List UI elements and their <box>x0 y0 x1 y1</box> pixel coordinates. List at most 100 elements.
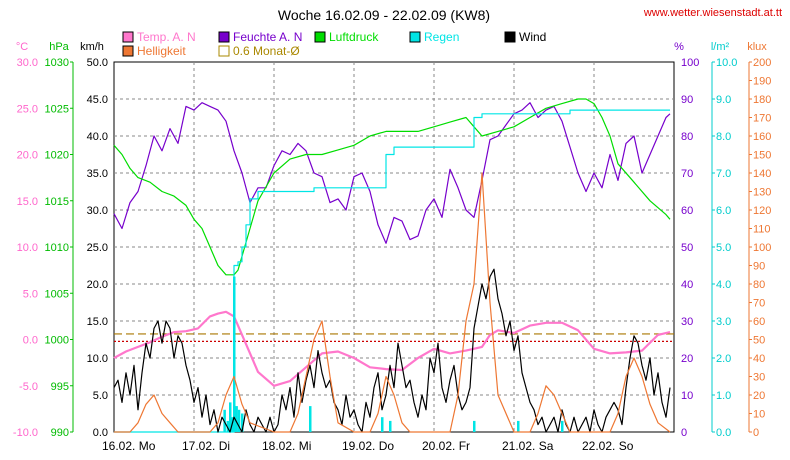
tick-label-wind: 35.0 <box>87 168 108 180</box>
tick-label-light: 160 <box>753 131 771 143</box>
tick-label-light: 180 <box>753 94 771 106</box>
tick-label-wind: 30.0 <box>87 205 108 217</box>
tick-label-wind: 50.0 <box>87 57 108 69</box>
tick-label-rain: 5.0 <box>716 242 731 254</box>
tick-label-light: 30 <box>753 372 765 384</box>
tick-label-light: 60 <box>753 316 765 328</box>
axis-unit-wind: km/h <box>80 41 104 53</box>
tick-label-light: 10 <box>753 409 765 421</box>
tick-label-rain: 7.0 <box>716 168 731 180</box>
x-tick-label: 22.02. So <box>582 439 634 453</box>
chart-title: Woche 16.02.09 - 22.02.09 (KW8) <box>278 7 490 23</box>
legend-swatch <box>218 31 230 43</box>
x-tick-label: 21.02. Sa <box>502 439 554 453</box>
legend-label: 0.6 Monat-Ø <box>233 44 300 58</box>
legend: Temp. A. N Feuchte A. N Luftdruck Regen Wind… <box>122 30 546 58</box>
legend-swatch <box>122 31 134 43</box>
tick-label-press: 990 <box>51 427 69 439</box>
tick-label-light: 50 <box>753 335 765 347</box>
tick-label-rain: 9.0 <box>716 94 731 106</box>
tick-label-wind: 25.0 <box>87 242 108 254</box>
legend-label: Temp. A. N <box>137 30 196 44</box>
tick-label-press: 1010 <box>45 242 69 254</box>
tick-label-temp: 25.0 <box>17 103 38 115</box>
tick-label-rain: 4.0 <box>716 279 731 291</box>
tick-label-light: 80 <box>753 279 765 291</box>
axis-unit-light: klux <box>747 41 767 53</box>
x-tick-label: 18.02. Mi <box>262 439 311 453</box>
tick-label-light: 130 <box>753 187 771 199</box>
tick-label-hum: 80 <box>681 131 693 143</box>
tick-label-hum: 20 <box>681 353 693 365</box>
series-line <box>113 268 671 433</box>
axis-unit-press: hPa <box>49 41 69 53</box>
tick-label-light: 90 <box>753 261 765 273</box>
legend-swatch <box>409 31 421 43</box>
legend-swatch <box>504 31 516 43</box>
axis-units: °C hPa km/h% l/m² klux <box>16 41 767 53</box>
tick-label-light: 190 <box>753 76 771 88</box>
tick-label-rain: 2.0 <box>716 353 731 365</box>
tick-label-rain: 3.0 <box>716 316 731 328</box>
rain-bar <box>473 420 476 432</box>
series-line <box>113 310 671 387</box>
tick-label-temp: 20.0 <box>17 150 38 162</box>
tick-label-press: 995 <box>51 381 69 393</box>
tick-label-temp: -5.0 <box>19 381 38 393</box>
tick-label-light: 150 <box>753 150 771 162</box>
tick-label-wind: 15.0 <box>87 316 108 328</box>
tick-label-rain: 6.0 <box>716 205 731 217</box>
tick-label-light: 170 <box>753 113 771 125</box>
tick-label-light: 120 <box>753 205 771 217</box>
rain-bar <box>233 276 236 432</box>
axis-unit-rain: l/m² <box>711 41 730 53</box>
legend-label: Feuchte A. N <box>233 30 302 44</box>
series-line <box>113 102 671 244</box>
tick-label-rain: 1.0 <box>716 390 731 402</box>
tick-label-hum: 70 <box>681 168 693 180</box>
tick-label-rain: 10.0 <box>716 57 737 69</box>
source-url: www.wetter.wiesenstadt.at.tt <box>643 7 782 19</box>
rain-bar <box>231 417 234 432</box>
tick-label-wind: 40.0 <box>87 131 108 143</box>
tick-label-hum: 100 <box>681 57 699 69</box>
tick-label-press: 1000 <box>45 335 69 347</box>
axis-unit-hum: % <box>674 41 684 53</box>
rain-bar <box>229 402 232 432</box>
legend-swatch <box>122 45 134 57</box>
tick-label-hum: 10 <box>681 390 693 402</box>
legend-swatch <box>314 31 326 43</box>
legend-label: Wind <box>519 30 546 44</box>
tick-label-press: 1030 <box>45 57 69 69</box>
tick-label-light: 40 <box>753 353 765 365</box>
tick-label-light: 100 <box>753 242 771 254</box>
axes: 30.025.020.015.010.05.00.0-5.0-10.010301… <box>13 57 771 439</box>
tick-label-light: 200 <box>753 57 771 69</box>
tick-label-wind: 20.0 <box>87 279 108 291</box>
rain-bar <box>381 417 384 432</box>
rain-bar <box>235 406 238 432</box>
legend-label: Regen <box>424 30 459 44</box>
rain-bar <box>226 420 230 432</box>
x-tick-label: 19.02. Do <box>342 439 394 453</box>
tick-label-wind: 10.0 <box>87 353 108 365</box>
axis-unit-temp: °C <box>16 41 28 53</box>
tick-label-hum: 40 <box>681 279 693 291</box>
tick-label-temp: 5.0 <box>23 288 38 300</box>
tick-label-press: 1020 <box>45 150 69 162</box>
legend-swatch <box>218 45 230 57</box>
rain-bar <box>561 420 564 432</box>
tick-label-light: 70 <box>753 298 765 310</box>
tick-label-press: 1005 <box>45 288 69 300</box>
series-line <box>114 172 671 433</box>
tick-label-wind: 45.0 <box>87 94 108 106</box>
tick-label-temp: 15.0 <box>17 196 38 208</box>
tick-label-hum: 30 <box>681 316 693 328</box>
tick-label-rain: 0.0 <box>716 427 731 439</box>
tick-label-light: 140 <box>753 168 771 180</box>
rain-bar <box>241 413 244 432</box>
tick-label-hum: 60 <box>681 205 693 217</box>
tick-label-light: 20 <box>753 390 765 402</box>
rain-bar <box>517 420 520 432</box>
tick-label-hum: 0 <box>681 427 687 439</box>
